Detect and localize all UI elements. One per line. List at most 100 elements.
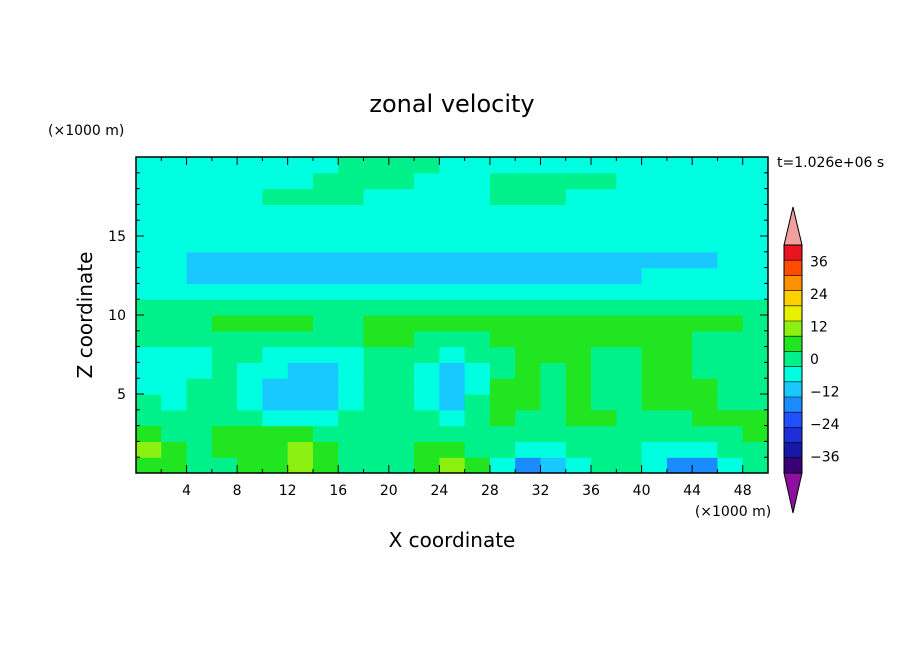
field-cell xyxy=(414,188,440,205)
field-cell xyxy=(591,157,617,174)
field-cell xyxy=(388,220,415,237)
field-cell xyxy=(641,236,668,253)
field-cell xyxy=(565,315,592,332)
field-cell xyxy=(591,394,617,411)
field-cell xyxy=(161,346,188,363)
field-cell xyxy=(641,157,668,174)
field-cell xyxy=(262,267,289,284)
field-cell xyxy=(363,315,390,332)
field-cell xyxy=(338,362,365,379)
field-cell xyxy=(338,236,365,253)
field-cell xyxy=(641,409,668,427)
field-cell xyxy=(287,157,314,174)
field-cell xyxy=(666,188,693,205)
colorbar-segment xyxy=(784,397,802,413)
colorbar-over-triangle xyxy=(783,206,803,246)
x-tick-label: 40 xyxy=(633,483,651,499)
field-cell xyxy=(414,157,440,174)
y-tick-label: 15 xyxy=(108,229,126,245)
field-cell xyxy=(186,362,213,379)
colorbar-segment xyxy=(784,290,802,307)
field-cell xyxy=(136,236,162,253)
field-cell xyxy=(312,157,339,174)
field-cell xyxy=(515,441,542,458)
field-cell xyxy=(186,299,213,316)
field-cell xyxy=(161,220,188,237)
field-cell xyxy=(742,157,768,174)
field-cell xyxy=(312,457,339,473)
field-cell xyxy=(439,315,466,332)
colorbar-tick-label: 0 xyxy=(810,352,819,368)
field-cell xyxy=(616,315,643,332)
field-cell xyxy=(717,330,744,348)
field-cell xyxy=(237,315,263,332)
field-cell xyxy=(161,315,188,332)
x-unit-label: (×1000 m) xyxy=(695,504,771,520)
field-cell xyxy=(388,157,415,174)
field-cell xyxy=(262,315,289,332)
field-cell xyxy=(742,394,768,411)
field-cell xyxy=(388,251,415,269)
field-cell xyxy=(338,188,365,205)
field-cell xyxy=(540,267,567,284)
field-cell xyxy=(237,425,263,442)
field-cell xyxy=(388,236,415,253)
field-cell xyxy=(641,267,668,284)
field-cell xyxy=(489,157,516,174)
field-cell xyxy=(489,267,516,284)
field-cell xyxy=(464,330,491,348)
field-cell xyxy=(565,220,592,237)
field-cell xyxy=(211,188,238,205)
field-cell xyxy=(363,346,390,363)
field-cell xyxy=(616,441,643,458)
field-cell xyxy=(515,157,542,174)
field-cell xyxy=(287,220,314,237)
field-cell xyxy=(287,315,314,332)
field-cell xyxy=(489,394,516,411)
field-cell xyxy=(414,299,440,316)
field-cell xyxy=(186,346,213,363)
field-cell xyxy=(287,299,314,316)
field-cell xyxy=(161,425,188,442)
field-cell xyxy=(464,457,491,473)
field-cell xyxy=(641,330,668,348)
field-cell xyxy=(489,299,516,316)
field-cell xyxy=(287,346,314,363)
field-cell xyxy=(338,157,365,174)
field-cell xyxy=(388,378,415,395)
field-cell xyxy=(464,220,491,237)
field-cell xyxy=(515,346,542,363)
field-cell xyxy=(363,362,390,379)
field-cell xyxy=(186,157,213,174)
field-cell xyxy=(489,204,516,221)
field-cell xyxy=(565,267,592,284)
field-cell xyxy=(666,172,693,190)
field-cell xyxy=(312,315,339,332)
colorbar-segment xyxy=(784,427,802,443)
field-cell xyxy=(540,362,567,379)
field-cell xyxy=(262,409,289,427)
field-cell xyxy=(692,315,719,332)
field-cell xyxy=(591,362,617,379)
field-cell xyxy=(742,299,768,316)
field-cell xyxy=(363,330,390,348)
field-cell xyxy=(464,299,491,316)
field-cell xyxy=(262,394,289,411)
field-cell xyxy=(287,188,314,205)
field-cell xyxy=(666,425,693,442)
field-cell xyxy=(489,362,516,379)
field-cell xyxy=(591,409,617,427)
field-cell xyxy=(237,299,263,316)
field-cell xyxy=(414,346,440,363)
field-cell xyxy=(591,378,617,395)
field-cell xyxy=(591,251,617,269)
field-cell xyxy=(287,362,314,379)
field-cell xyxy=(414,220,440,237)
x-tick-label: 16 xyxy=(329,483,347,499)
field-cell xyxy=(186,394,213,411)
field-cell xyxy=(439,220,466,237)
colorbar-tick-label: −36 xyxy=(810,450,840,466)
field-cell xyxy=(136,457,162,473)
field-cell xyxy=(439,251,466,269)
field-cell xyxy=(363,267,390,284)
